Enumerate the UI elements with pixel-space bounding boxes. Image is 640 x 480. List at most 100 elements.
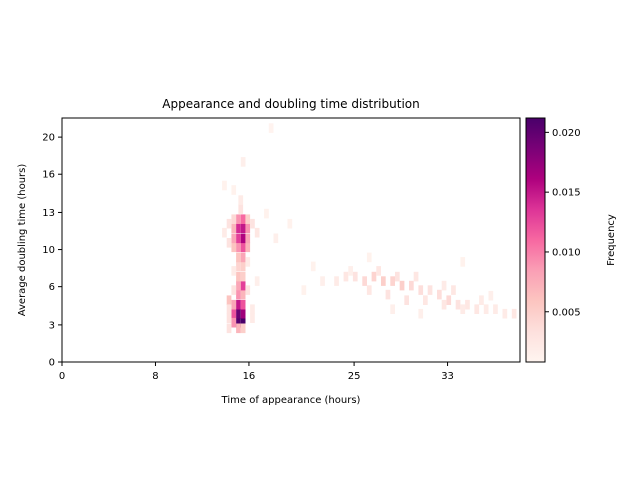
heatmap-cell [390,276,395,286]
heatmap-cell [301,285,307,295]
colorbar-tick-label: 0.020 [552,128,581,139]
heatmap-cell [366,285,372,295]
heatmap-cell [371,271,377,282]
colorbar-label: Frequency [606,214,617,266]
heatmap-cell [250,313,255,323]
heatmap-cell [320,276,325,286]
heatmap-cell [226,238,232,248]
y-tick-label: 3 [49,320,55,331]
heatmap-cell [231,242,237,253]
x-tick-label: 33 [441,371,454,382]
heatmap-cell [404,295,409,305]
heatmap-cell [226,218,232,229]
heatmap-cells [222,123,517,334]
y-tick-label: 16 [42,170,55,181]
heatmap-cell [231,299,237,310]
heatmap-cell [231,223,237,233]
heatmap-cell [236,242,241,253]
heatmap-cell [236,261,241,272]
heatmap-cell [240,289,246,300]
heatmap-cell [240,317,246,328]
y-tick-label: 13 [42,208,55,219]
heatmap-cell [264,208,269,219]
heatmap-cell [240,261,246,272]
heatmap-cell [240,299,246,310]
heatmap-cell [236,308,241,319]
heatmap-cell [348,266,353,276]
y-axis-label: Average doubling time (hours) [17,164,28,317]
heatmap-cell [240,214,246,224]
heatmap-cell [310,261,316,272]
heatmap-cell [455,299,461,310]
heatmap-cell [245,285,251,295]
chart-title: Appearance and doubling time distributio… [162,97,419,111]
heatmap-cell [366,252,372,263]
heatmap-cell [236,299,241,310]
heatmap-cell [460,257,466,267]
heatmap-cell [446,295,452,305]
heatmap-cell [488,290,494,301]
heatmap-cell [226,323,232,334]
colorbar-tick-label: 0.005 [552,307,581,318]
heatmap-cell [409,280,414,291]
heatmap-cell [236,223,241,233]
heatmap-cell [236,271,241,282]
heatmap-cell [423,295,428,305]
y-tick-label: 20 [42,133,55,144]
heatmap-cell [236,289,241,300]
heatmap-cell [231,214,237,224]
x-tick-label: 25 [348,371,361,382]
heatmap-cell [231,317,237,328]
heatmap-cell [231,185,237,195]
heatmap-cell [254,227,260,238]
heatmap-cell [226,295,232,305]
heatmap-cell [418,308,424,319]
heatmap-cell [240,252,246,263]
heatmap-cell [395,271,400,282]
heatmap-cell [352,271,358,282]
heatmap-cell [240,233,246,244]
heatmap-cell [427,285,433,295]
heatmap-cell [474,304,480,314]
heatmap-cell [245,223,251,233]
heatmap-cell [238,204,244,214]
x-axis: 0 8 16 25 33 [59,362,454,382]
heatmap-cell [240,242,246,253]
heatmap-cell [238,195,244,205]
heatmap-cell [413,271,419,282]
heatmap-cell [250,304,255,314]
heatmap-cell [399,280,405,291]
colorbar-axis: 0.005 0.010 0.015 0.020 [545,128,581,318]
heatmap-cell [287,218,293,229]
heatmap-cell [493,304,498,314]
heatmap-cell [437,289,442,300]
heatmap-cell [236,317,241,328]
x-tick-label: 8 [152,371,158,382]
heatmap-cell [418,285,424,295]
heatmap-cell [236,280,241,291]
heatmap-cell [222,180,227,191]
heatmap-cell [245,242,251,253]
heatmap-cell [222,227,227,238]
y-tick-label: 10 [42,245,55,256]
heatmap-cell [502,308,508,319]
colorbar-tick-label: 0.010 [552,247,581,258]
heatmap-cell [231,285,237,295]
heatmap-cell [254,276,260,286]
heatmap-cell [240,323,246,334]
heatmap-cell [240,280,246,291]
heatmap-cell [334,276,339,286]
heatmap-cell [231,308,237,319]
heatmap-cell [381,276,386,286]
heatmap-cell [236,233,241,244]
x-tick-label: 16 [243,371,256,382]
heatmap-cell [479,295,484,305]
heatmap-cell [240,271,246,282]
colorbar-tick-label: 0.015 [552,188,581,199]
heatmap-cell [240,308,246,319]
y-axis: 0 3 6 10 13 16 20 [42,133,62,369]
heatmap-cell [226,313,232,323]
heatmap-cell [441,299,447,310]
heatmap-cell [236,252,241,263]
